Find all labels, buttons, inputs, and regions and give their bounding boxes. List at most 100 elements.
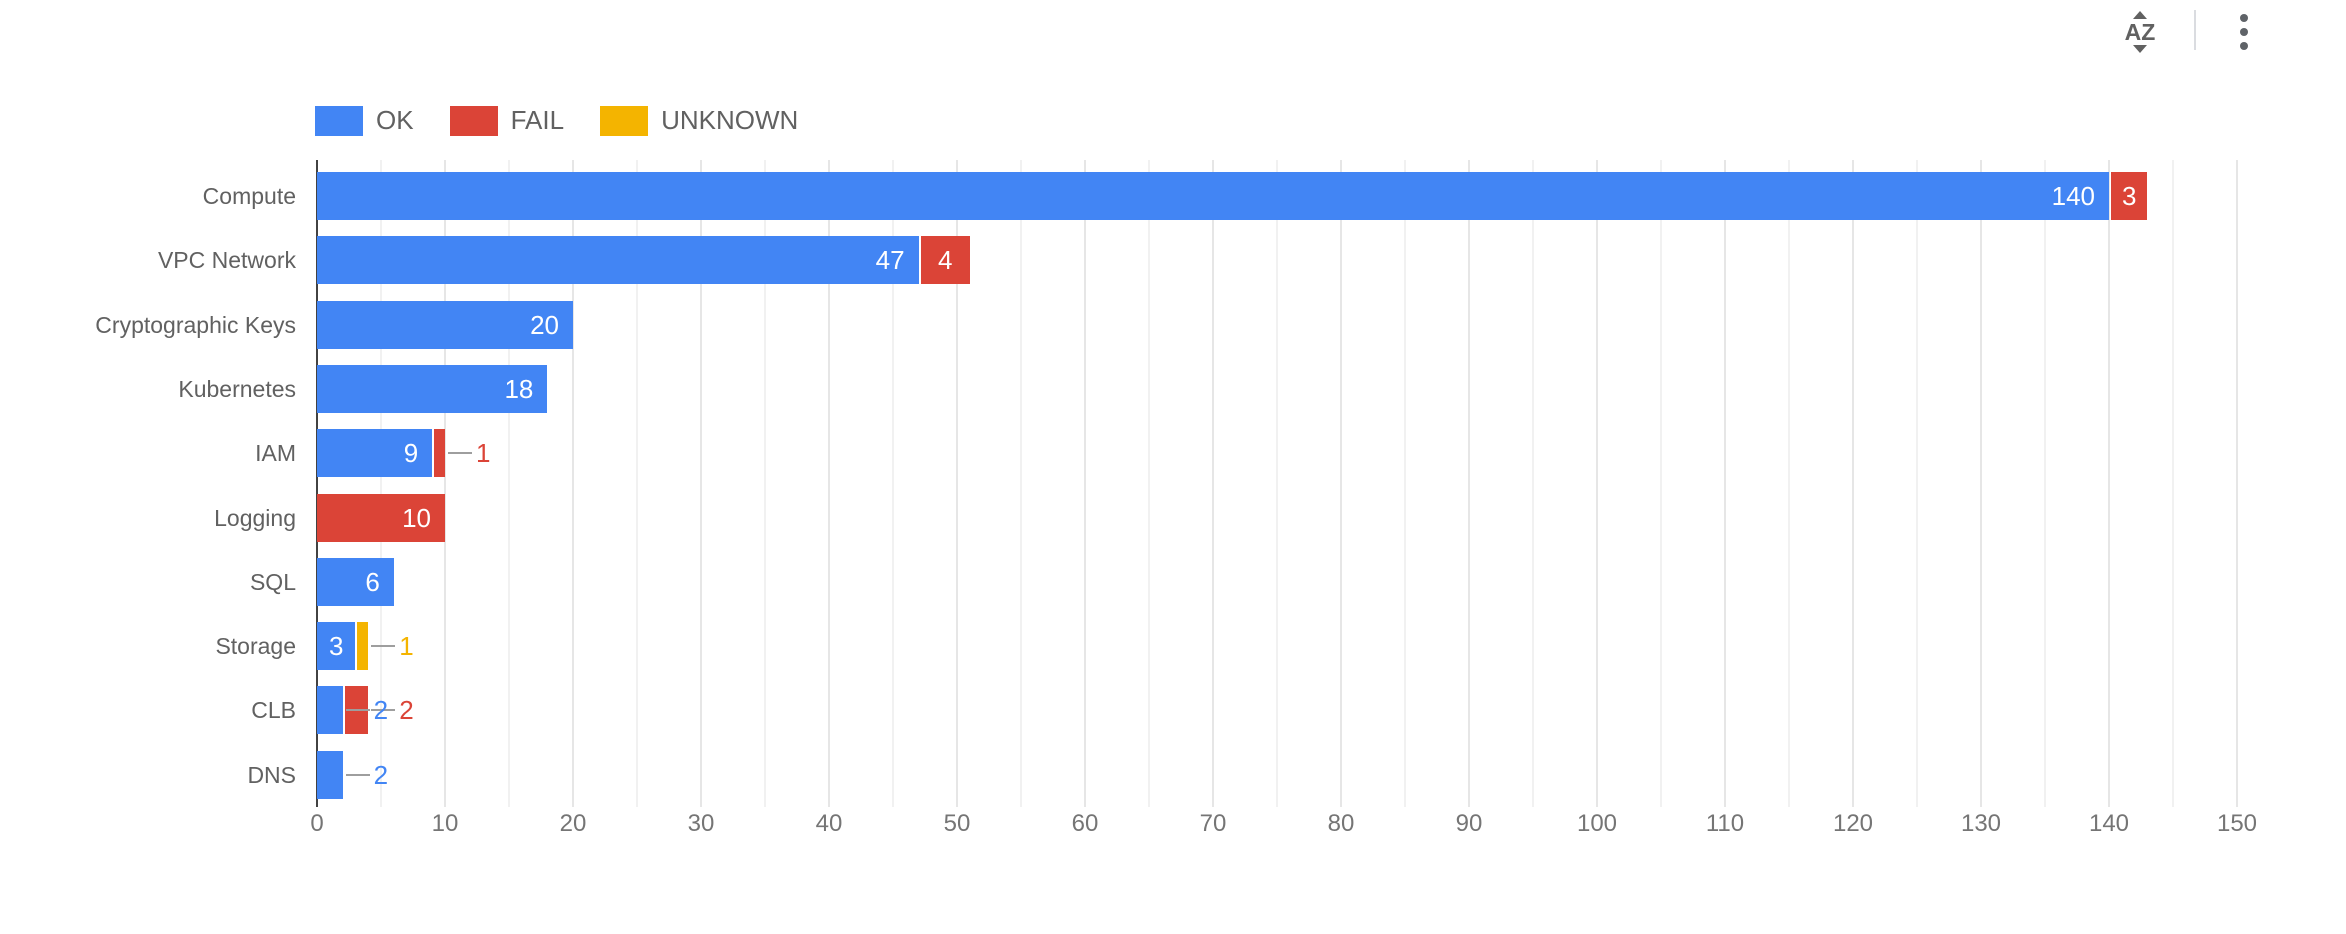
kebab-dot-icon [2240, 28, 2248, 36]
category-label-logging: Logging [214, 504, 296, 531]
bar-segment-sql-ok[interactable] [317, 557, 394, 606]
gridline [1660, 160, 1662, 807]
bar-value-label: 10 [402, 502, 431, 533]
category-label-sql: SQL [249, 568, 296, 595]
legend-item-unknown: UNKNOWN [600, 105, 798, 136]
category-label-clb: CLB [251, 697, 296, 724]
bar-value-label: 3 [328, 631, 344, 662]
bar-value-label: 9 [403, 438, 419, 469]
bar-segment-compute-ok[interactable] [317, 172, 2109, 220]
x-axis-tick-label: 30 [687, 810, 715, 837]
kebab-dot-icon [2240, 14, 2248, 22]
x-axis-tick-label: 20 [559, 810, 587, 837]
sort-ascending-icon [2133, 11, 2147, 19]
gridline [380, 160, 382, 807]
chart-legend: OK FAIL UNKNOWN [315, 105, 798, 136]
category-label-compute: Compute [202, 183, 296, 209]
legend-swatch-icon [600, 105, 649, 136]
x-axis-tick-label: 60 [1071, 810, 1099, 837]
x-axis-tick-label: 40 [815, 810, 843, 837]
gridline [508, 160, 510, 807]
bar-value-label: 1 [399, 631, 414, 662]
gridline [1084, 160, 1086, 807]
gridline [1020, 160, 1022, 807]
legend-label: FAIL [510, 105, 565, 135]
category-label-vpc-network: VPC Network [157, 247, 296, 274]
sort-az-button[interactable]: AZ [2114, 8, 2166, 56]
legend-swatch-icon [449, 105, 498, 136]
gridline [636, 160, 638, 807]
bar-segment-dns-ok[interactable] [317, 750, 343, 799]
sort-descending-icon [2133, 45, 2147, 53]
more-options-button[interactable] [2238, 14, 2250, 54]
category-label-dns: DNS [247, 761, 296, 788]
x-axis-tick-label: 10 [431, 810, 459, 837]
x-axis-tick-label: 140 [2088, 810, 2130, 837]
legend-label: UNKNOWN [661, 105, 799, 135]
gridline [2108, 160, 2110, 807]
x-axis-tick-label: 120 [1832, 810, 1874, 837]
bar-segment-vpc-network-fail[interactable] [920, 236, 970, 285]
gridline [1532, 160, 1534, 807]
gridline [1404, 160, 1406, 807]
bar-value-label: 47 [875, 245, 905, 276]
bar-value-label: 3 [2121, 181, 2137, 211]
legend-item-ok: OK [315, 105, 414, 136]
gridline [1852, 160, 1854, 807]
x-axis-tick-label: 130 [1960, 810, 2002, 837]
x-axis-tick-label: 80 [1327, 810, 1355, 837]
sort-az-icon: AZ [2124, 19, 2156, 45]
bar-segment-iam-ok[interactable] [317, 429, 433, 478]
gridline [444, 160, 446, 807]
gridline [1724, 160, 1726, 807]
gridline [2044, 160, 2046, 807]
bar-segment-kubernetes-ok[interactable] [317, 364, 548, 413]
bar-segment-iam-fail[interactable] [434, 429, 445, 478]
x-axis-tick-label: 110 [1705, 810, 1745, 837]
gridline [1148, 160, 1150, 807]
bar-segment-clb-ok[interactable] [317, 686, 343, 735]
toolbar-divider [2194, 10, 2196, 50]
x-axis-tick-label: 100 [1576, 810, 1618, 837]
gridline [1340, 160, 1342, 807]
gridline [1788, 160, 1790, 807]
gridline [1596, 160, 1598, 807]
gridline [572, 160, 574, 807]
gridline [1468, 160, 1470, 807]
legend-swatch-icon [315, 105, 363, 136]
kebab-dot-icon [2240, 42, 2248, 50]
category-label-iam: IAM [255, 440, 296, 467]
x-axis-tick-label: 0 [310, 810, 324, 837]
gridline [700, 160, 702, 807]
gridline [1276, 160, 1278, 807]
gridline [1980, 160, 1982, 807]
legend-label: OK [376, 105, 414, 135]
bar-segment-storage-ok[interactable] [317, 622, 356, 671]
gridline [1212, 160, 1214, 807]
bar-segment-compute-fail[interactable] [2111, 172, 2148, 220]
bar-segment-storage-unknown[interactable] [357, 622, 369, 671]
gridline [1916, 160, 1918, 807]
x-axis-tick-label: 150 [2216, 810, 2258, 837]
legend-item-fail: FAIL [449, 105, 565, 136]
bar-value-label: 18 [504, 373, 534, 404]
x-axis-tick-label: 70 [1199, 810, 1227, 837]
gridline [956, 160, 958, 807]
bar-value-label: 4 [937, 245, 953, 276]
leader-line [345, 709, 370, 712]
category-label-storage: Storage [215, 633, 296, 660]
bar-value-label: 20 [530, 309, 559, 340]
bar-segment-vpc-network-ok[interactable] [317, 236, 919, 285]
bar-segment-logging-fail[interactable] [317, 493, 445, 542]
leader-line [448, 452, 472, 455]
bar-value-label: 2 [399, 695, 414, 726]
bar-value-label: 2 [373, 759, 389, 790]
bar-segment-cryptographic-keys-ok[interactable] [317, 300, 573, 349]
gridline [828, 160, 830, 807]
leader-line [345, 773, 370, 776]
x-axis-tick-label: 50 [943, 810, 971, 837]
leader-line [371, 645, 396, 648]
gridline [764, 160, 766, 807]
category-label-cryptographic-keys: Cryptographic Keys [95, 311, 296, 338]
gridline [2172, 160, 2174, 807]
